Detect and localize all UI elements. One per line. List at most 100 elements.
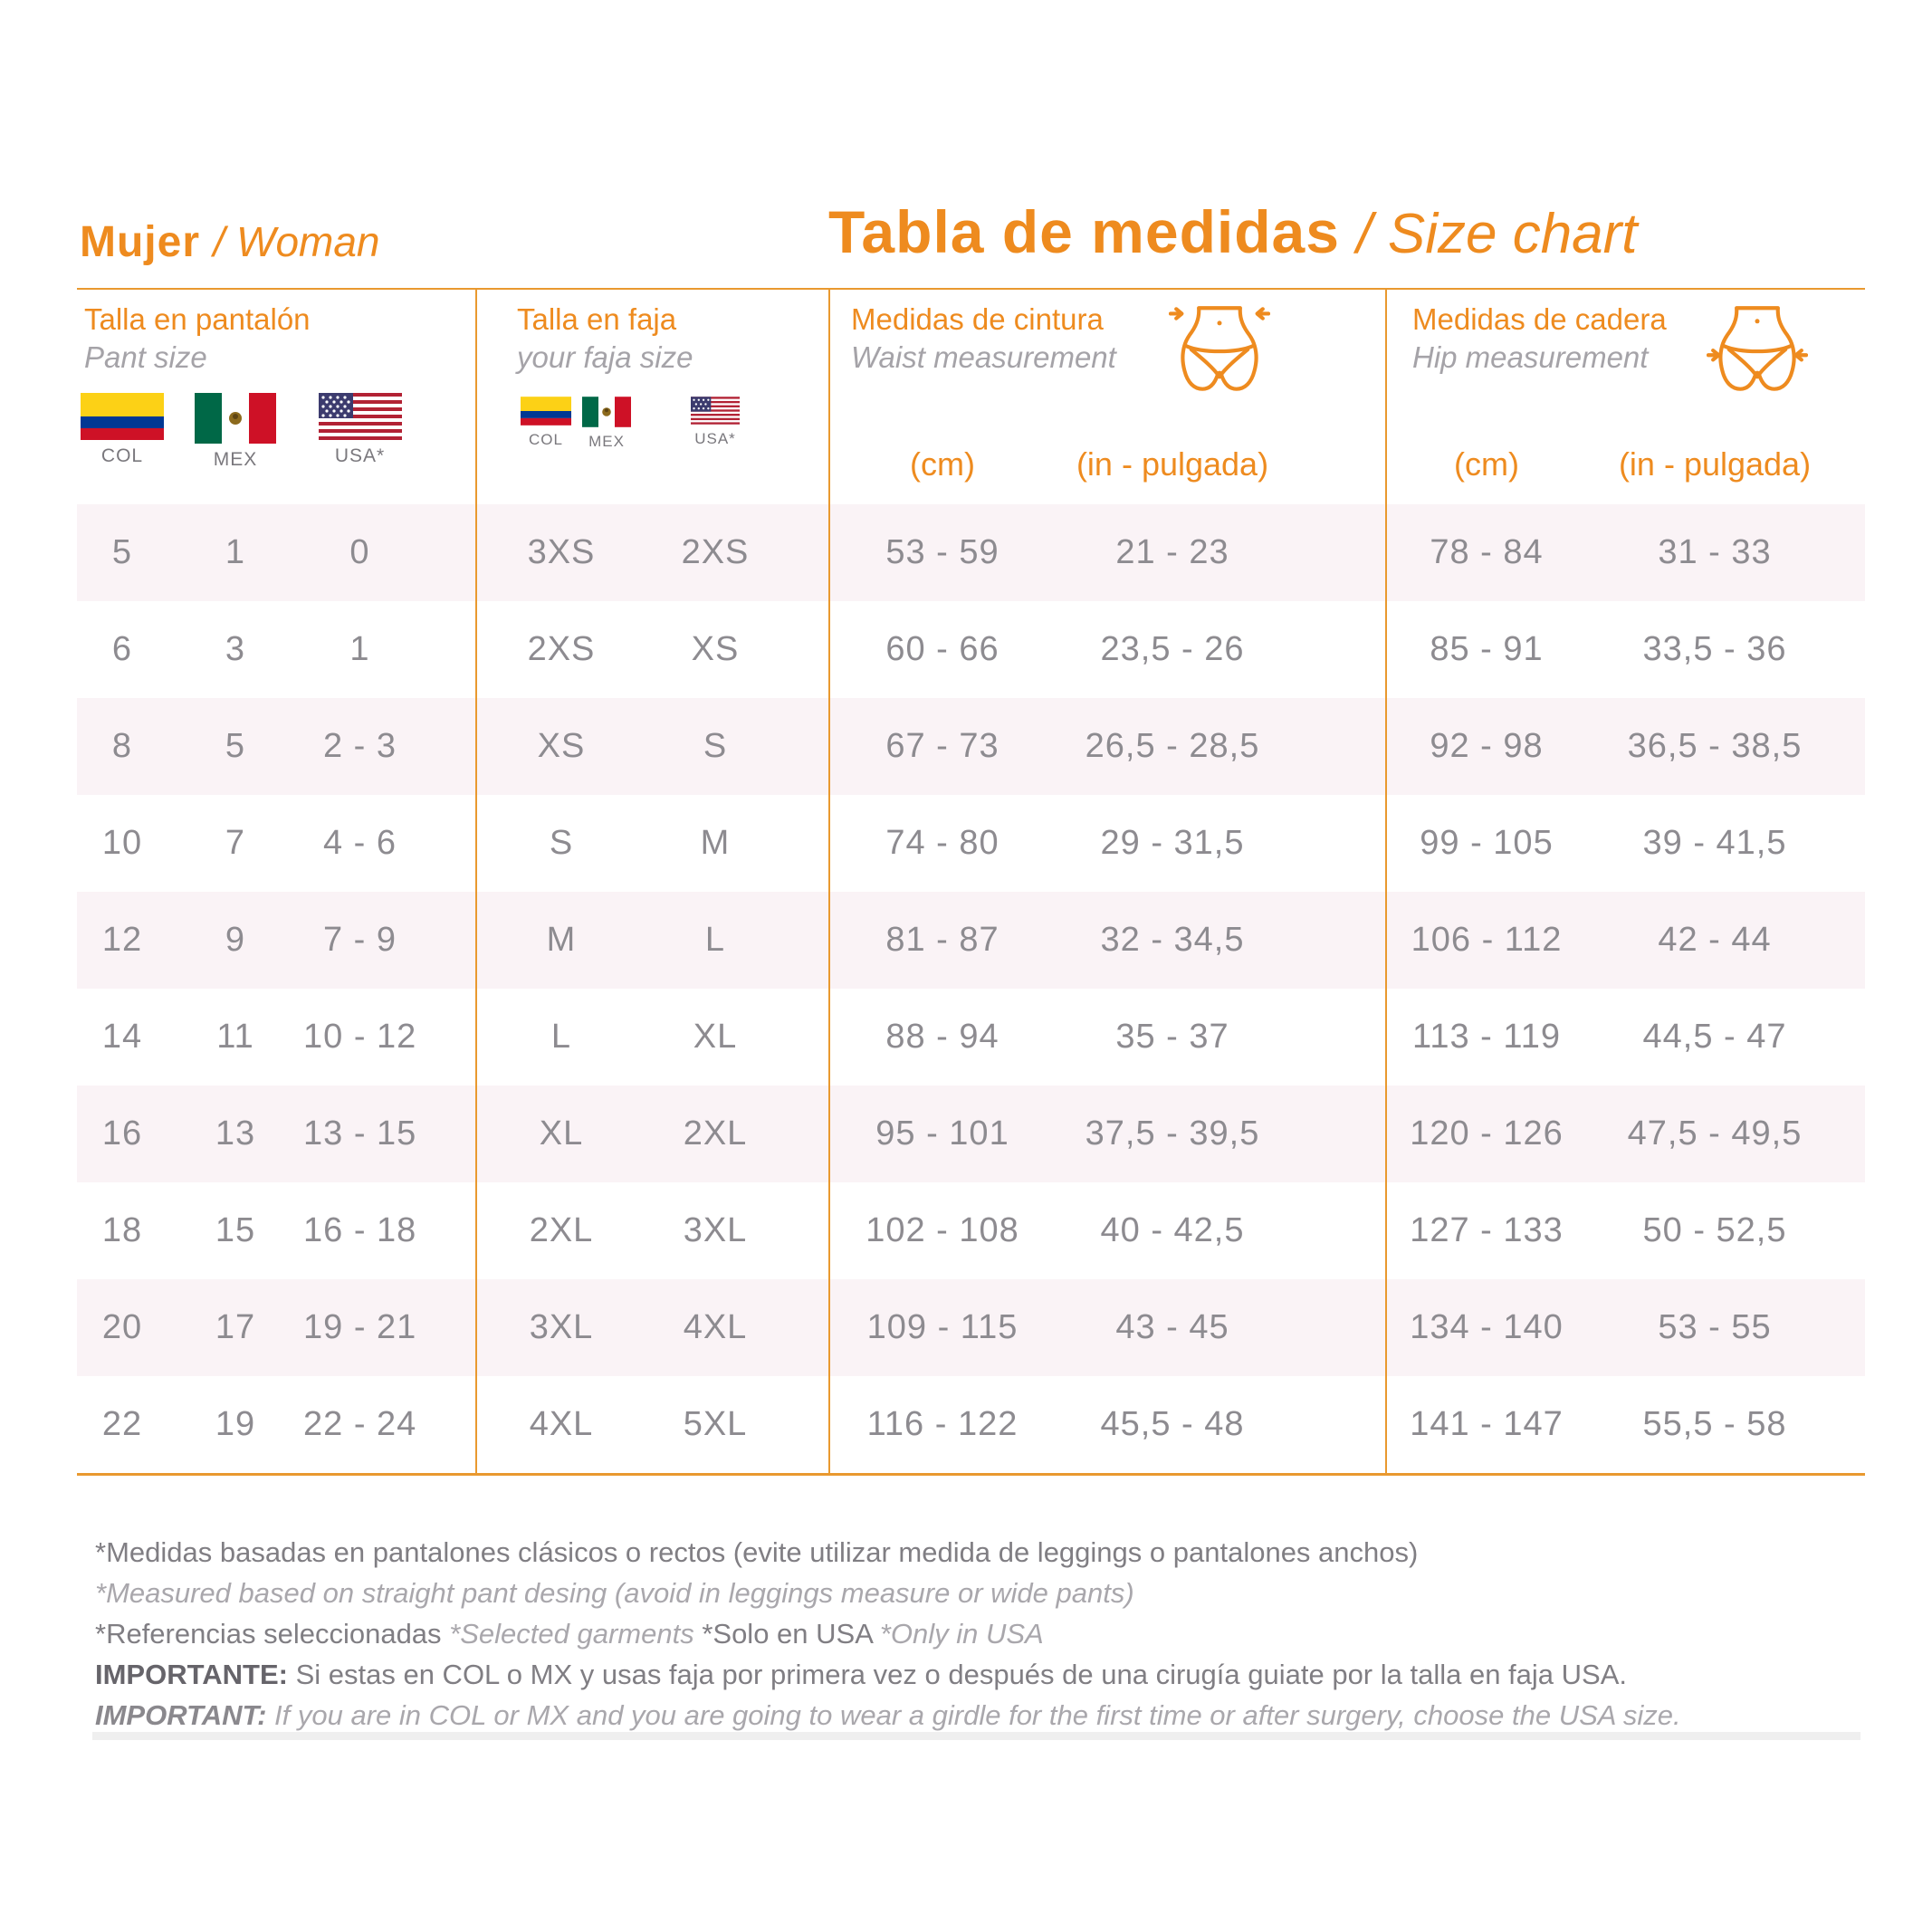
waist-title-es: Medidas de cintura bbox=[851, 302, 1104, 336]
title-mujer: Mujer bbox=[80, 218, 201, 266]
size-cell: L bbox=[704, 921, 726, 959]
size-cell: 5 bbox=[225, 727, 246, 765]
size-cell: 32 - 34,5 bbox=[1100, 921, 1245, 959]
faja-flags-row: COL MEX bbox=[521, 397, 828, 451]
size-cell: 3XL bbox=[529, 1308, 594, 1346]
size-cell: 16 bbox=[101, 1114, 143, 1153]
footnote-segment: If you are in COL or MX and you are goin… bbox=[266, 1699, 1681, 1731]
footnote-segment: *Selected garments bbox=[449, 1618, 703, 1650]
size-cell: 29 - 31,5 bbox=[1100, 824, 1245, 862]
size-cell: XL bbox=[693, 1018, 738, 1056]
size-cell: 10 - 12 bbox=[303, 1018, 417, 1056]
size-cell: 53 - 59 bbox=[885, 533, 999, 571]
section-waist-measurement: Medidas de cintura Waist measurement bbox=[828, 290, 1385, 504]
column-divider bbox=[475, 290, 477, 1473]
pant-flags-row: COL MEX bbox=[77, 393, 475, 471]
hip-title-es: Medidas de cadera bbox=[1412, 302, 1667, 336]
size-cell: 81 - 87 bbox=[885, 921, 999, 959]
size-cell: 127 - 133 bbox=[1410, 1211, 1564, 1249]
size-cell: L bbox=[550, 1018, 572, 1056]
size-cell: S bbox=[703, 727, 728, 765]
table-row: 20 17 19 - 21 3XL 4XL 109 - 115 43 - 45 134 - 1… bbox=[77, 1279, 1865, 1376]
table-row: 10 7 4 - 6 S M 74 - 80 29 - 31,5 99 - 105 39 - 4… bbox=[77, 795, 1865, 892]
pant-size-title-es: Talla en pantalón bbox=[84, 302, 311, 336]
size-cell: 9 bbox=[225, 921, 246, 959]
table-row: 8 5 2 - 3 XS S 67 - 73 26,5 - 28,5 92 - 98 36,5 … bbox=[77, 698, 1865, 795]
size-cell: 33,5 - 36 bbox=[1642, 630, 1787, 668]
footnote-segment: *Measured based on straight pant desing … bbox=[95, 1577, 1134, 1609]
size-cell: 31 - 33 bbox=[1658, 533, 1772, 571]
flag-label: COL bbox=[529, 431, 563, 448]
footnote-segment: IMPORTANT: bbox=[95, 1699, 267, 1731]
size-cell: 44,5 - 47 bbox=[1642, 1018, 1787, 1056]
pant-size-title-en: Pant size bbox=[84, 340, 207, 374]
waist-in-header: (in - pulgada) bbox=[1076, 445, 1269, 483]
flag-label: USA* bbox=[334, 445, 386, 466]
title-tabla-de-medidas: Tabla de medidas bbox=[828, 198, 1340, 265]
footnote-segment: *Only in USA bbox=[879, 1618, 1044, 1650]
size-cell: 6 bbox=[111, 630, 133, 668]
waist-measure-icon bbox=[1168, 306, 1270, 391]
size-cell: M bbox=[700, 824, 731, 862]
waist-cm-header: (cm) bbox=[910, 445, 975, 483]
table-row: 12 9 7 - 9 M L 81 - 87 32 - 34,5 106 - 112 42 - … bbox=[77, 892, 1865, 989]
size-cell: M bbox=[546, 921, 577, 959]
size-cell: 106 - 112 bbox=[1411, 921, 1563, 959]
size-cell: XS bbox=[537, 727, 586, 765]
bottom-divider-bar bbox=[92, 1732, 1860, 1740]
size-cell: 42 - 44 bbox=[1658, 921, 1772, 959]
size-cell: 4 - 6 bbox=[322, 824, 397, 862]
flag-label: MEX bbox=[588, 433, 625, 450]
size-cell: S bbox=[549, 824, 574, 862]
hip-in-header: (in - pulgada) bbox=[1618, 445, 1812, 483]
size-cell: 2XL bbox=[683, 1114, 748, 1153]
title-size-chart: / Size chart bbox=[1356, 203, 1638, 265]
section-pant-size: Talla en pantalón Pant size COL bbox=[77, 290, 475, 504]
size-cell: 2XS bbox=[681, 533, 750, 571]
usa-flag-block: USA* bbox=[318, 393, 402, 471]
size-cell: 7 bbox=[225, 824, 246, 862]
size-cell: 99 - 105 bbox=[1420, 824, 1554, 862]
footnote-segment: *Referencias seleccionadas bbox=[95, 1618, 450, 1650]
size-cell: 3XS bbox=[527, 533, 596, 571]
size-cell: 19 bbox=[215, 1405, 256, 1443]
footnote-segment: IMPORTANTE: bbox=[95, 1659, 288, 1690]
colombia-flag-icon bbox=[521, 397, 571, 426]
size-cell: 45,5 - 48 bbox=[1100, 1405, 1245, 1443]
faja-size-title-es: Talla en faja bbox=[517, 302, 677, 336]
size-cell: 78 - 84 bbox=[1430, 533, 1544, 571]
size-cell: 113 - 119 bbox=[1412, 1018, 1561, 1056]
size-cell: 85 - 91 bbox=[1430, 630, 1544, 668]
size-cell: XS bbox=[691, 630, 740, 668]
footnote-segment: *Medidas basadas en pantalones clásicos … bbox=[95, 1536, 1419, 1568]
hip-cm-header: (cm) bbox=[1454, 445, 1519, 483]
table-row: 6 3 1 2XS XS 60 - 66 23,5 - 26 85 - 91 33,5 - 36 bbox=[77, 601, 1865, 698]
size-cell: 26,5 - 28,5 bbox=[1085, 727, 1260, 765]
size-cell: 22 bbox=[101, 1405, 143, 1443]
usa-flag-block: USA* bbox=[691, 397, 740, 451]
size-cell: 4XL bbox=[529, 1405, 594, 1443]
size-table: Talla en pantalón Pant size COL bbox=[77, 288, 1865, 1476]
mexico-flag-icon bbox=[582, 397, 631, 427]
usa-flag-icon bbox=[318, 393, 402, 440]
size-cell: 120 - 126 bbox=[1410, 1114, 1564, 1153]
size-cell: 16 - 18 bbox=[303, 1211, 417, 1249]
mexico-flag-block: MEX bbox=[195, 393, 276, 471]
size-cell: 19 - 21 bbox=[303, 1308, 417, 1346]
table-row: 16 13 13 - 15 XL 2XL 95 - 101 37,5 - 39,5 120 -… bbox=[77, 1086, 1865, 1182]
size-cell: XL bbox=[539, 1114, 584, 1153]
size-cell: 5XL bbox=[683, 1405, 748, 1443]
footnote-line: *Referencias seleccionadas *Selected gar… bbox=[95, 1613, 1870, 1654]
footnotes: *Medidas basadas en pantalones clásicos … bbox=[95, 1532, 1870, 1736]
colombia-flag-block: COL bbox=[521, 397, 571, 451]
hip-units-row: (cm) (in - pulgada) bbox=[1385, 445, 1865, 483]
footnote-segment: *Solo en USA bbox=[702, 1618, 880, 1650]
size-cell: 4XL bbox=[683, 1308, 748, 1346]
size-cell: 2 - 3 bbox=[322, 727, 397, 765]
size-cell: 47,5 - 49,5 bbox=[1627, 1114, 1803, 1153]
size-cell: 37,5 - 39,5 bbox=[1085, 1114, 1260, 1153]
footnote-line: *Medidas basadas en pantalones clásicos … bbox=[95, 1532, 1870, 1573]
usa-flag-icon bbox=[691, 397, 740, 425]
size-cell: 23,5 - 26 bbox=[1100, 630, 1245, 668]
